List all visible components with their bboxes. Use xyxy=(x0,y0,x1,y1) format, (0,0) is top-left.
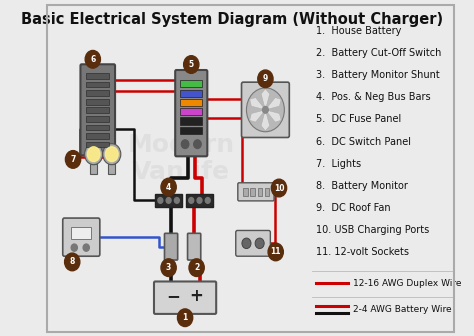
Text: 11: 11 xyxy=(271,247,281,256)
Bar xyxy=(86,125,109,130)
Circle shape xyxy=(258,70,273,88)
Text: 2: 2 xyxy=(194,263,199,272)
Circle shape xyxy=(263,107,268,113)
Circle shape xyxy=(64,253,80,271)
Bar xyxy=(186,194,213,207)
Polygon shape xyxy=(261,110,270,131)
Circle shape xyxy=(183,56,199,73)
Polygon shape xyxy=(250,110,265,122)
Text: Basic Electrical System Diagram (Without Charger): Basic Electrical System Diagram (Without… xyxy=(21,12,444,27)
FancyBboxPatch shape xyxy=(175,70,207,156)
Text: 2.  Battery Cut-Off Switch: 2. Battery Cut-Off Switch xyxy=(316,48,441,58)
Text: 6: 6 xyxy=(90,55,95,64)
Circle shape xyxy=(268,243,283,261)
Bar xyxy=(180,90,202,97)
Text: 7: 7 xyxy=(70,155,76,164)
Text: 8.  Battery Monitor: 8. Battery Monitor xyxy=(316,181,408,191)
FancyBboxPatch shape xyxy=(81,64,115,155)
Text: 10: 10 xyxy=(274,183,284,193)
Bar xyxy=(155,194,182,207)
Circle shape xyxy=(182,140,189,149)
Circle shape xyxy=(166,198,171,203)
Circle shape xyxy=(194,140,201,149)
Text: Modern
Vanlife: Modern Vanlife xyxy=(128,133,235,184)
FancyBboxPatch shape xyxy=(238,183,274,201)
Text: 12-16 AWG Duplex Wire: 12-16 AWG Duplex Wire xyxy=(353,279,462,288)
Bar xyxy=(180,108,202,115)
Text: 11. 12-volt Sockets: 11. 12-volt Sockets xyxy=(316,247,409,257)
Circle shape xyxy=(65,151,81,168)
Circle shape xyxy=(103,144,121,165)
Circle shape xyxy=(197,198,202,203)
Bar xyxy=(86,99,109,104)
Circle shape xyxy=(246,88,284,132)
FancyBboxPatch shape xyxy=(63,218,100,256)
Text: 8: 8 xyxy=(70,257,75,266)
Text: 6.  DC Switch Panel: 6. DC Switch Panel xyxy=(316,136,411,146)
Circle shape xyxy=(161,259,176,277)
Circle shape xyxy=(242,238,251,249)
Text: 1: 1 xyxy=(182,313,188,322)
Text: 3: 3 xyxy=(166,263,171,272)
Text: −: − xyxy=(167,287,181,305)
Bar xyxy=(108,164,116,174)
Bar xyxy=(257,187,262,196)
Circle shape xyxy=(177,309,193,327)
Text: 7.  Lights: 7. Lights xyxy=(316,159,361,169)
Text: 4.  Pos. & Neg Bus Bars: 4. Pos. & Neg Bus Bars xyxy=(316,92,431,102)
Bar xyxy=(86,108,109,113)
Circle shape xyxy=(189,259,204,277)
FancyBboxPatch shape xyxy=(236,230,270,256)
Bar xyxy=(265,187,269,196)
Circle shape xyxy=(161,178,176,196)
FancyBboxPatch shape xyxy=(164,233,178,260)
Text: 9.  DC Roof Fan: 9. DC Roof Fan xyxy=(316,203,391,213)
Bar xyxy=(86,116,109,122)
Polygon shape xyxy=(250,97,265,110)
Bar xyxy=(72,227,91,239)
Text: 3.  Battery Monitor Shunt: 3. Battery Monitor Shunt xyxy=(316,70,440,80)
Circle shape xyxy=(85,50,100,68)
Circle shape xyxy=(255,238,264,249)
Circle shape xyxy=(87,147,100,162)
Polygon shape xyxy=(261,89,270,110)
Circle shape xyxy=(174,198,179,203)
Circle shape xyxy=(205,198,210,203)
Bar xyxy=(250,187,255,196)
Circle shape xyxy=(158,198,163,203)
Bar xyxy=(180,118,202,125)
Bar xyxy=(90,164,97,174)
Text: 9: 9 xyxy=(263,74,268,83)
Circle shape xyxy=(105,147,118,162)
Text: 1.  House Battery: 1. House Battery xyxy=(316,26,401,36)
Text: 4: 4 xyxy=(166,182,171,192)
Bar xyxy=(180,127,202,134)
Circle shape xyxy=(272,179,287,197)
Polygon shape xyxy=(265,97,281,110)
Bar xyxy=(86,82,109,87)
Bar xyxy=(243,187,248,196)
Bar xyxy=(86,142,109,148)
FancyBboxPatch shape xyxy=(188,233,201,260)
Bar xyxy=(86,90,109,96)
Text: +: + xyxy=(190,287,203,305)
Bar xyxy=(86,73,109,79)
Text: 5.  DC Fuse Panel: 5. DC Fuse Panel xyxy=(316,114,401,124)
Polygon shape xyxy=(265,110,281,122)
Bar xyxy=(86,133,109,139)
Circle shape xyxy=(84,144,103,165)
Bar xyxy=(180,99,202,106)
Circle shape xyxy=(189,198,194,203)
FancyBboxPatch shape xyxy=(154,282,216,314)
Text: 10. USB Charging Ports: 10. USB Charging Ports xyxy=(316,225,429,235)
Text: 2-4 AWG Battery Wire: 2-4 AWG Battery Wire xyxy=(353,305,452,314)
Bar xyxy=(180,80,202,87)
Circle shape xyxy=(83,244,89,251)
FancyBboxPatch shape xyxy=(242,82,289,137)
Text: 5: 5 xyxy=(189,60,194,69)
Circle shape xyxy=(71,244,77,251)
